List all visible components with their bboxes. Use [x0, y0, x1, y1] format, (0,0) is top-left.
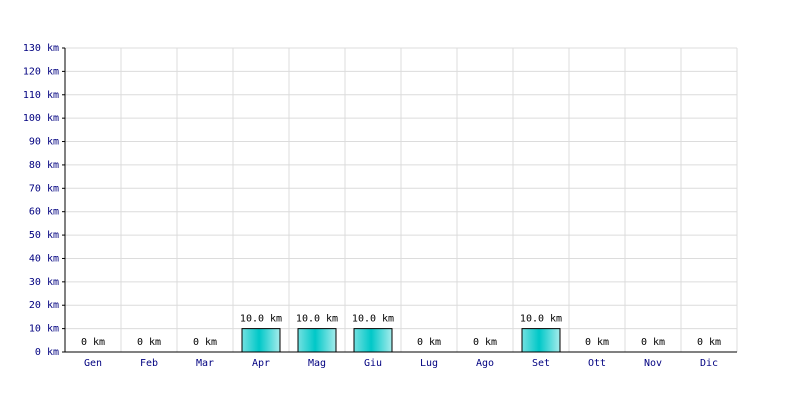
value-label: 0 km [585, 337, 609, 348]
y-tick-label: 90 km [29, 137, 59, 148]
y-tick-label: 120 km [23, 66, 59, 77]
value-label: 0 km [697, 337, 721, 348]
x-tick-label: Apr [252, 358, 270, 369]
x-tick-label: Gen [84, 358, 102, 369]
bar [297, 328, 337, 353]
value-label: 10.0 km [520, 314, 562, 325]
x-tick-label: Ago [476, 358, 494, 369]
y-tick-label: 20 km [29, 300, 59, 311]
bar [353, 328, 393, 353]
value-label: 0 km [137, 337, 161, 348]
bar [521, 328, 561, 353]
y-tick-label: 40 km [29, 253, 59, 264]
y-tick-label: 50 km [29, 230, 59, 241]
y-tick-label: 80 km [29, 160, 59, 171]
value-label: 0 km [193, 337, 217, 348]
y-tick-label: 130 km [23, 43, 59, 54]
x-tick-label: Lug [420, 358, 438, 369]
x-tick-label: Dic [700, 358, 718, 369]
value-label: 10.0 km [240, 314, 282, 325]
y-tick-label: 60 km [29, 207, 59, 218]
value-label: 0 km [473, 337, 497, 348]
y-tick-label: 30 km [29, 277, 59, 288]
value-label: 10.0 km [352, 314, 394, 325]
x-tick-label: Mar [196, 358, 214, 369]
value-label: 0 km [417, 337, 441, 348]
y-tick-label: 110 km [23, 90, 59, 101]
y-tick-label: 70 km [29, 183, 59, 194]
x-tick-label: Nov [644, 358, 662, 369]
x-tick-label: Feb [140, 358, 158, 369]
y-tick-label: 0 km [35, 347, 59, 358]
x-tick-label: Mag [308, 358, 326, 369]
value-label: 0 km [81, 337, 105, 348]
y-tick-label: 10 km [29, 324, 59, 335]
bar [241, 328, 281, 353]
value-label: 10.0 km [296, 314, 338, 325]
value-label: 0 km [641, 337, 665, 348]
x-tick-label: Ott [588, 358, 606, 369]
x-tick-label: Set [532, 358, 550, 369]
x-tick-label: Giu [364, 358, 382, 369]
y-tick-label: 100 km [23, 113, 59, 124]
